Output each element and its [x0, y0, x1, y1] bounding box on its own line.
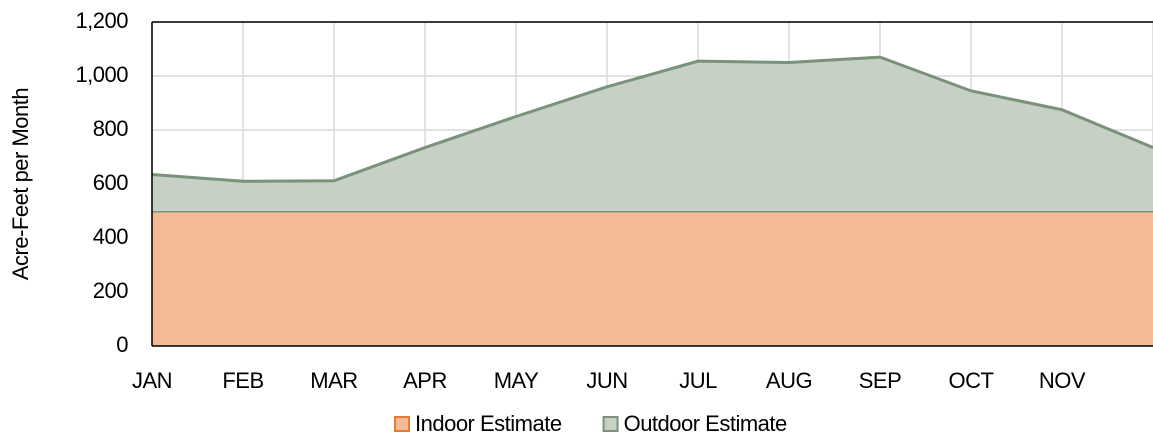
area-line — [151, 55, 1153, 183]
x-tick-label: APR — [403, 368, 447, 393]
x-tick-label: MAY — [494, 368, 539, 393]
legend-swatch — [394, 416, 410, 432]
y-axis-title: Acre-Feet per Month — [8, 88, 33, 280]
area — [152, 211, 1153, 346]
x-tick-label: FEB — [222, 368, 263, 393]
legend-swatch — [602, 416, 619, 432]
y-tick-label: 1,200 — [75, 8, 128, 33]
x-tick-label: JUN — [586, 368, 627, 393]
x-tick-label: SEP — [859, 368, 902, 393]
y-tick-label: 600 — [93, 170, 128, 195]
legend-label: Indoor Estimate — [415, 411, 562, 436]
x-tick-label: AUG — [766, 368, 812, 393]
y-tick-label: 0 — [116, 332, 128, 357]
legend-label: Outdoor Estimate — [624, 411, 787, 436]
x-tick-label: MAR — [310, 368, 357, 393]
y-tick-label: 800 — [93, 116, 128, 141]
y-tick-label: 400 — [93, 224, 128, 249]
x-tick-label: NOV — [1039, 368, 1086, 393]
area — [152, 57, 1153, 211]
x-tick-label: JAN — [132, 368, 172, 393]
x-tick-label: JUL — [679, 368, 717, 393]
y-tick-label: 200 — [93, 278, 128, 303]
y-tick-label: 1,000 — [75, 62, 128, 87]
x-tick-label: OCT — [949, 368, 994, 393]
